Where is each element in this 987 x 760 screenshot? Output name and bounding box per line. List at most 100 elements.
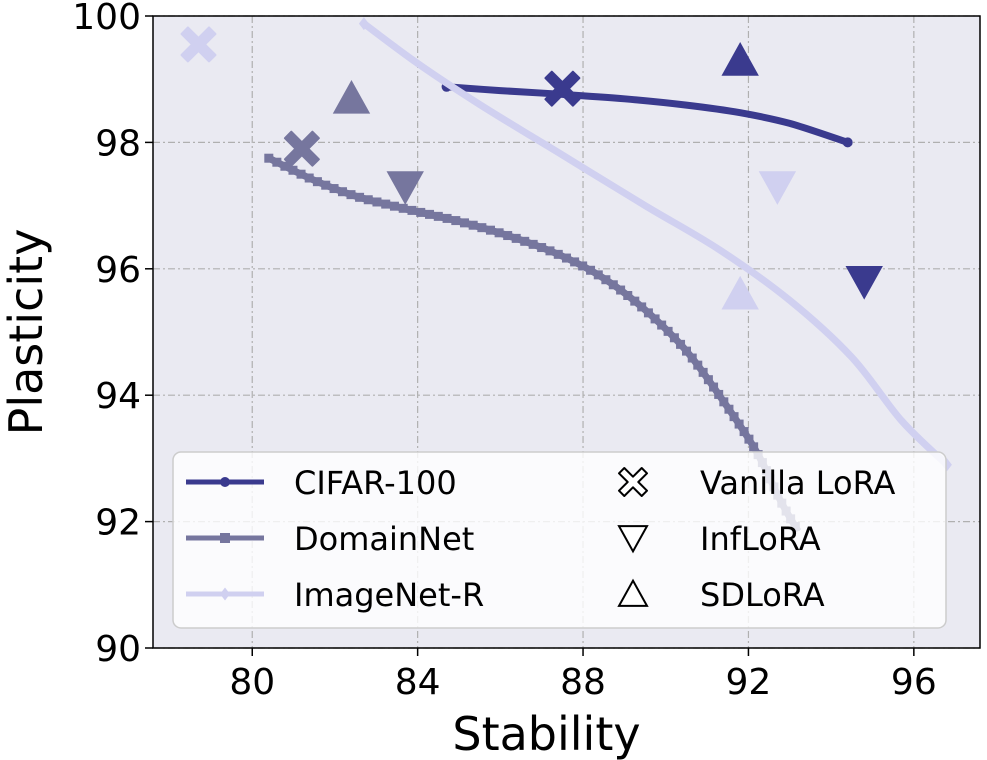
series-endpoint	[358, 17, 369, 31]
series-point	[676, 339, 686, 349]
series-endpoint	[842, 137, 853, 148]
series-point	[389, 201, 399, 211]
series-point	[296, 169, 306, 179]
legend-label: ImageNet-R	[294, 576, 484, 614]
series-point	[669, 333, 679, 343]
method-markers	[180, 26, 883, 310]
series-point	[719, 397, 729, 407]
legend-box	[172, 451, 947, 629]
legend-swatch-marker	[220, 533, 230, 543]
x-axis-label: Stability	[452, 707, 640, 760]
series-point	[321, 180, 331, 190]
series-point	[739, 427, 749, 437]
legend-method-icon	[617, 525, 649, 554]
series-point	[537, 243, 547, 253]
series-point	[407, 205, 417, 215]
x-tick-label: 96	[891, 662, 937, 703]
legend-method-icon	[617, 578, 649, 607]
series-point	[372, 197, 382, 207]
series-point	[698, 367, 708, 377]
legend: CIFAR-100 DomainNet ImageNet-R Vanilla LoRA…	[172, 451, 947, 629]
y-tick-label: 98	[95, 123, 141, 164]
series-point	[425, 209, 435, 219]
series-point	[616, 285, 626, 295]
series-point	[545, 246, 555, 256]
series-point	[714, 389, 724, 399]
series-point	[578, 261, 588, 271]
legend-label: DomainNet	[294, 520, 474, 558]
legend-label: CIFAR-100	[294, 464, 457, 502]
series-point	[637, 302, 647, 312]
series-point	[593, 270, 603, 280]
series-point	[709, 382, 719, 392]
series-point	[381, 199, 391, 209]
series-point	[442, 213, 452, 223]
series-point	[657, 320, 667, 330]
series-point	[561, 253, 571, 263]
series-point	[460, 218, 470, 228]
series-point	[451, 216, 461, 226]
legend-label: Vanilla LoRA	[700, 464, 896, 502]
sdlora-marker	[721, 275, 759, 310]
series-point	[608, 280, 618, 290]
series-point	[724, 404, 734, 414]
series-point	[744, 434, 754, 444]
legend-label: InfLoRA	[700, 520, 821, 558]
x-tick-label: 88	[560, 662, 606, 703]
series-point	[272, 157, 282, 167]
series-point	[601, 275, 611, 285]
series-point	[734, 419, 744, 429]
series-point	[477, 223, 487, 233]
axis-ticks: 80 84 88 92 96 90 92 94 96 98 100	[72, 0, 936, 703]
series-point	[643, 308, 653, 318]
y-tick-label: 92	[95, 503, 141, 544]
vanilla-lora-marker	[544, 70, 581, 107]
vanilla-lora-marker	[180, 26, 217, 63]
series-point	[363, 195, 373, 205]
vanilla-lora-marker	[283, 130, 320, 167]
series-point	[749, 442, 759, 452]
series-point	[703, 375, 713, 385]
series-point	[485, 225, 495, 235]
series-point	[687, 353, 697, 363]
series-line	[360, 20, 951, 469]
x-tick-label: 92	[726, 662, 772, 703]
series-point	[433, 211, 443, 221]
series-point	[264, 153, 274, 163]
y-tick-label: 94	[95, 376, 141, 417]
series-line	[443, 83, 852, 146]
series-point	[288, 165, 298, 175]
series-point	[312, 177, 322, 187]
inflora-marker	[386, 171, 424, 205]
series-point	[304, 173, 314, 183]
series-point	[398, 203, 408, 213]
series-point	[553, 249, 563, 259]
series-point	[623, 291, 633, 301]
sdlora-marker	[332, 79, 371, 114]
legend-swatch-marker	[220, 587, 230, 601]
series-point	[468, 220, 478, 230]
sdlora-marker	[721, 42, 759, 76]
series-point	[586, 265, 596, 275]
x-tick-label: 84	[395, 662, 441, 703]
x-tick-label: 80	[229, 662, 275, 703]
series-point	[511, 233, 521, 243]
series-point	[528, 239, 538, 249]
series-point	[494, 228, 504, 238]
series-point	[329, 184, 339, 194]
series-point	[280, 161, 290, 171]
series-point	[416, 207, 426, 217]
legend-label: SDLoRA	[700, 576, 825, 614]
series-point	[355, 192, 365, 202]
plot-border	[152, 15, 981, 649]
y-axis-label: Plasticity	[0, 229, 53, 436]
series-point	[346, 190, 356, 200]
inflora-marker	[845, 265, 883, 300]
inflora-marker	[758, 171, 797, 205]
y-tick-label: 96	[95, 250, 141, 291]
legend-swatch-marker	[220, 477, 230, 487]
series-point	[693, 360, 703, 370]
series-point	[503, 231, 513, 241]
series-point	[630, 296, 640, 306]
